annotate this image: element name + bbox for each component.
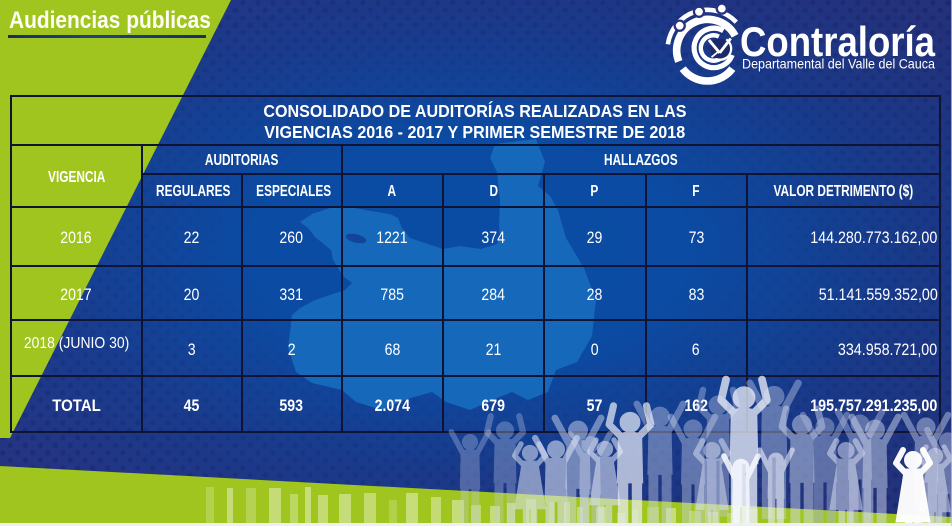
svg-text:Departamental del Valle del Ca: Departamental del Valle del Cauca [742, 56, 935, 72]
svg-text:Contraloría: Contraloría [740, 18, 936, 65]
